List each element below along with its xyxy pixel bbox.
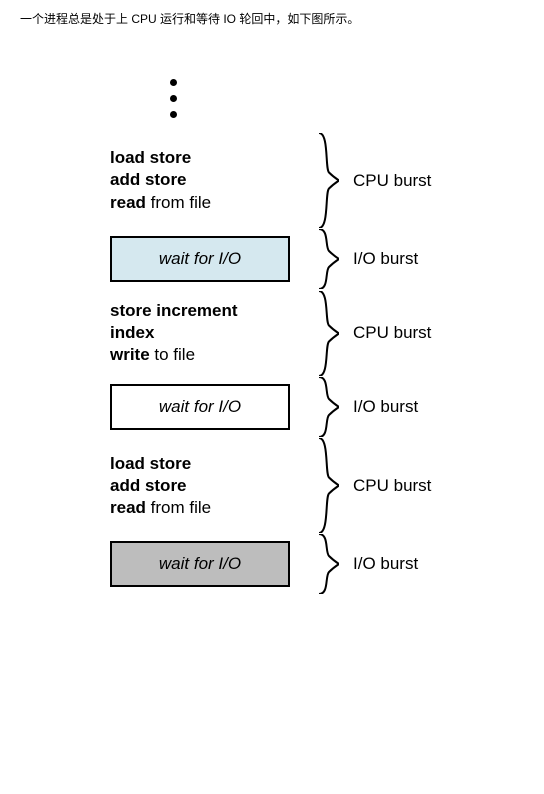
- ellipsis-top: [170, 79, 510, 118]
- brace-icon: [310, 534, 345, 594]
- dot: [170, 79, 177, 86]
- dot: [170, 95, 177, 102]
- code-line: add store: [110, 169, 290, 191]
- io-wait-text: wait for I/O: [159, 554, 241, 574]
- code-bold: read: [110, 193, 146, 212]
- burst-section: wait for I/O I/O burst: [110, 228, 510, 290]
- burst-label: CPU burst: [353, 476, 431, 496]
- burst-section: wait for I/O I/O burst: [110, 376, 510, 438]
- code-line: write to file: [110, 344, 290, 366]
- code-line: load store: [110, 147, 290, 169]
- brace-icon: [310, 133, 345, 228]
- io-wait-text: wait for I/O: [159, 249, 241, 269]
- brace-icon: [310, 438, 345, 533]
- code-block: load store add store read from file: [110, 137, 290, 223]
- burst-label: I/O burst: [353, 554, 418, 574]
- code-bold: read: [110, 498, 146, 517]
- brace-icon: [310, 229, 345, 289]
- burst-diagram: load store add store read from file CPU bu…: [110, 70, 510, 605]
- io-wait-box: wait for I/O: [110, 384, 290, 430]
- burst-label: I/O burst: [353, 249, 418, 269]
- dot: [170, 111, 177, 118]
- code-line: index: [110, 322, 290, 344]
- code-line: read from file: [110, 497, 290, 519]
- io-wait-box: wait for I/O: [110, 236, 290, 282]
- io-wait-box: wait for I/O: [110, 541, 290, 587]
- code-bold: store increment: [110, 301, 238, 320]
- code-rest: to file: [150, 345, 195, 364]
- burst-label: CPU burst: [353, 323, 431, 343]
- brace-icon: [310, 291, 345, 376]
- code-bold: index: [110, 323, 154, 342]
- brace-icon: [310, 377, 345, 437]
- code-bold: add store: [110, 476, 187, 495]
- code-line: load store: [110, 453, 290, 475]
- code-bold: write: [110, 345, 150, 364]
- code-bold: load store: [110, 454, 191, 473]
- code-bold: add store: [110, 170, 187, 189]
- code-line: store increment: [110, 300, 290, 322]
- page-caption: 一个进程总是处于上 CPU 运行和等待 IO 轮回中，如下图所示。: [20, 10, 359, 27]
- io-wait-text: wait for I/O: [159, 397, 241, 417]
- burst-label: CPU burst: [353, 171, 431, 191]
- code-line: read from file: [110, 192, 290, 214]
- code-rest: from file: [146, 498, 211, 517]
- code-block: load store add store read from file: [110, 443, 290, 529]
- code-block: store increment index write to file: [110, 290, 290, 376]
- burst-section: store increment index write to file CPU bu…: [110, 290, 510, 376]
- code-bold: load store: [110, 148, 191, 167]
- burst-label: I/O burst: [353, 397, 418, 417]
- burst-section: wait for I/O I/O burst: [110, 533, 510, 595]
- burst-section: load store add store read from file CPU bu…: [110, 438, 510, 533]
- code-rest: from file: [146, 193, 211, 212]
- burst-section: load store add store read from file CPU bu…: [110, 133, 510, 228]
- code-line: add store: [110, 475, 290, 497]
